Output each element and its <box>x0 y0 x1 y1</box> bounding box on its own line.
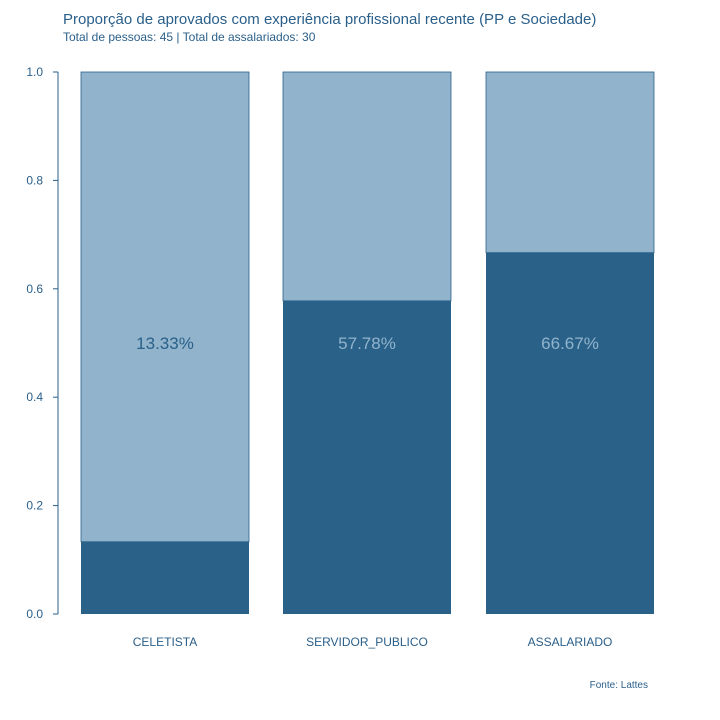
y-tick-label: 0.4 <box>26 390 43 404</box>
bar-value <box>283 300 451 614</box>
bar-remainder <box>485 71 655 254</box>
chart-title: Proporção de aprovados com experiência p… <box>63 11 597 28</box>
x-tick-label: SERVIDOR_PUBLICO <box>306 635 428 649</box>
y-tick-label: 0.6 <box>26 282 43 296</box>
bar-value <box>81 541 249 614</box>
bar-data-label: 57.78% <box>338 334 396 353</box>
y-axis: 0.0 0.2 0.4 0.6 0.8 1.0 <box>26 65 59 621</box>
bar-data-label: 13.33% <box>136 334 194 353</box>
x-axis-labels: CELETISTA SERVIDOR_PUBLICO ASSALARIADO <box>133 635 613 649</box>
x-tick-label: CELETISTA <box>133 635 197 649</box>
bar-data-label: 66.67% <box>541 334 599 353</box>
y-tick-label: 1.0 <box>26 65 43 79</box>
chart-caption: Fonte: Lattes <box>589 680 648 691</box>
bar-value <box>486 252 654 614</box>
chart-subtitle: Total de pessoas: 45 | Total de assalari… <box>63 30 316 44</box>
bar-remainder <box>80 71 250 543</box>
y-tick-label: 0.8 <box>26 173 43 187</box>
x-tick-label: ASSALARIADO <box>528 635 613 649</box>
bar-remainder <box>282 71 452 302</box>
y-tick-label: 0.2 <box>26 499 43 513</box>
y-tick-label: 0.0 <box>26 607 43 621</box>
bars: 13.33% 57.78% 66.67% <box>80 71 655 614</box>
